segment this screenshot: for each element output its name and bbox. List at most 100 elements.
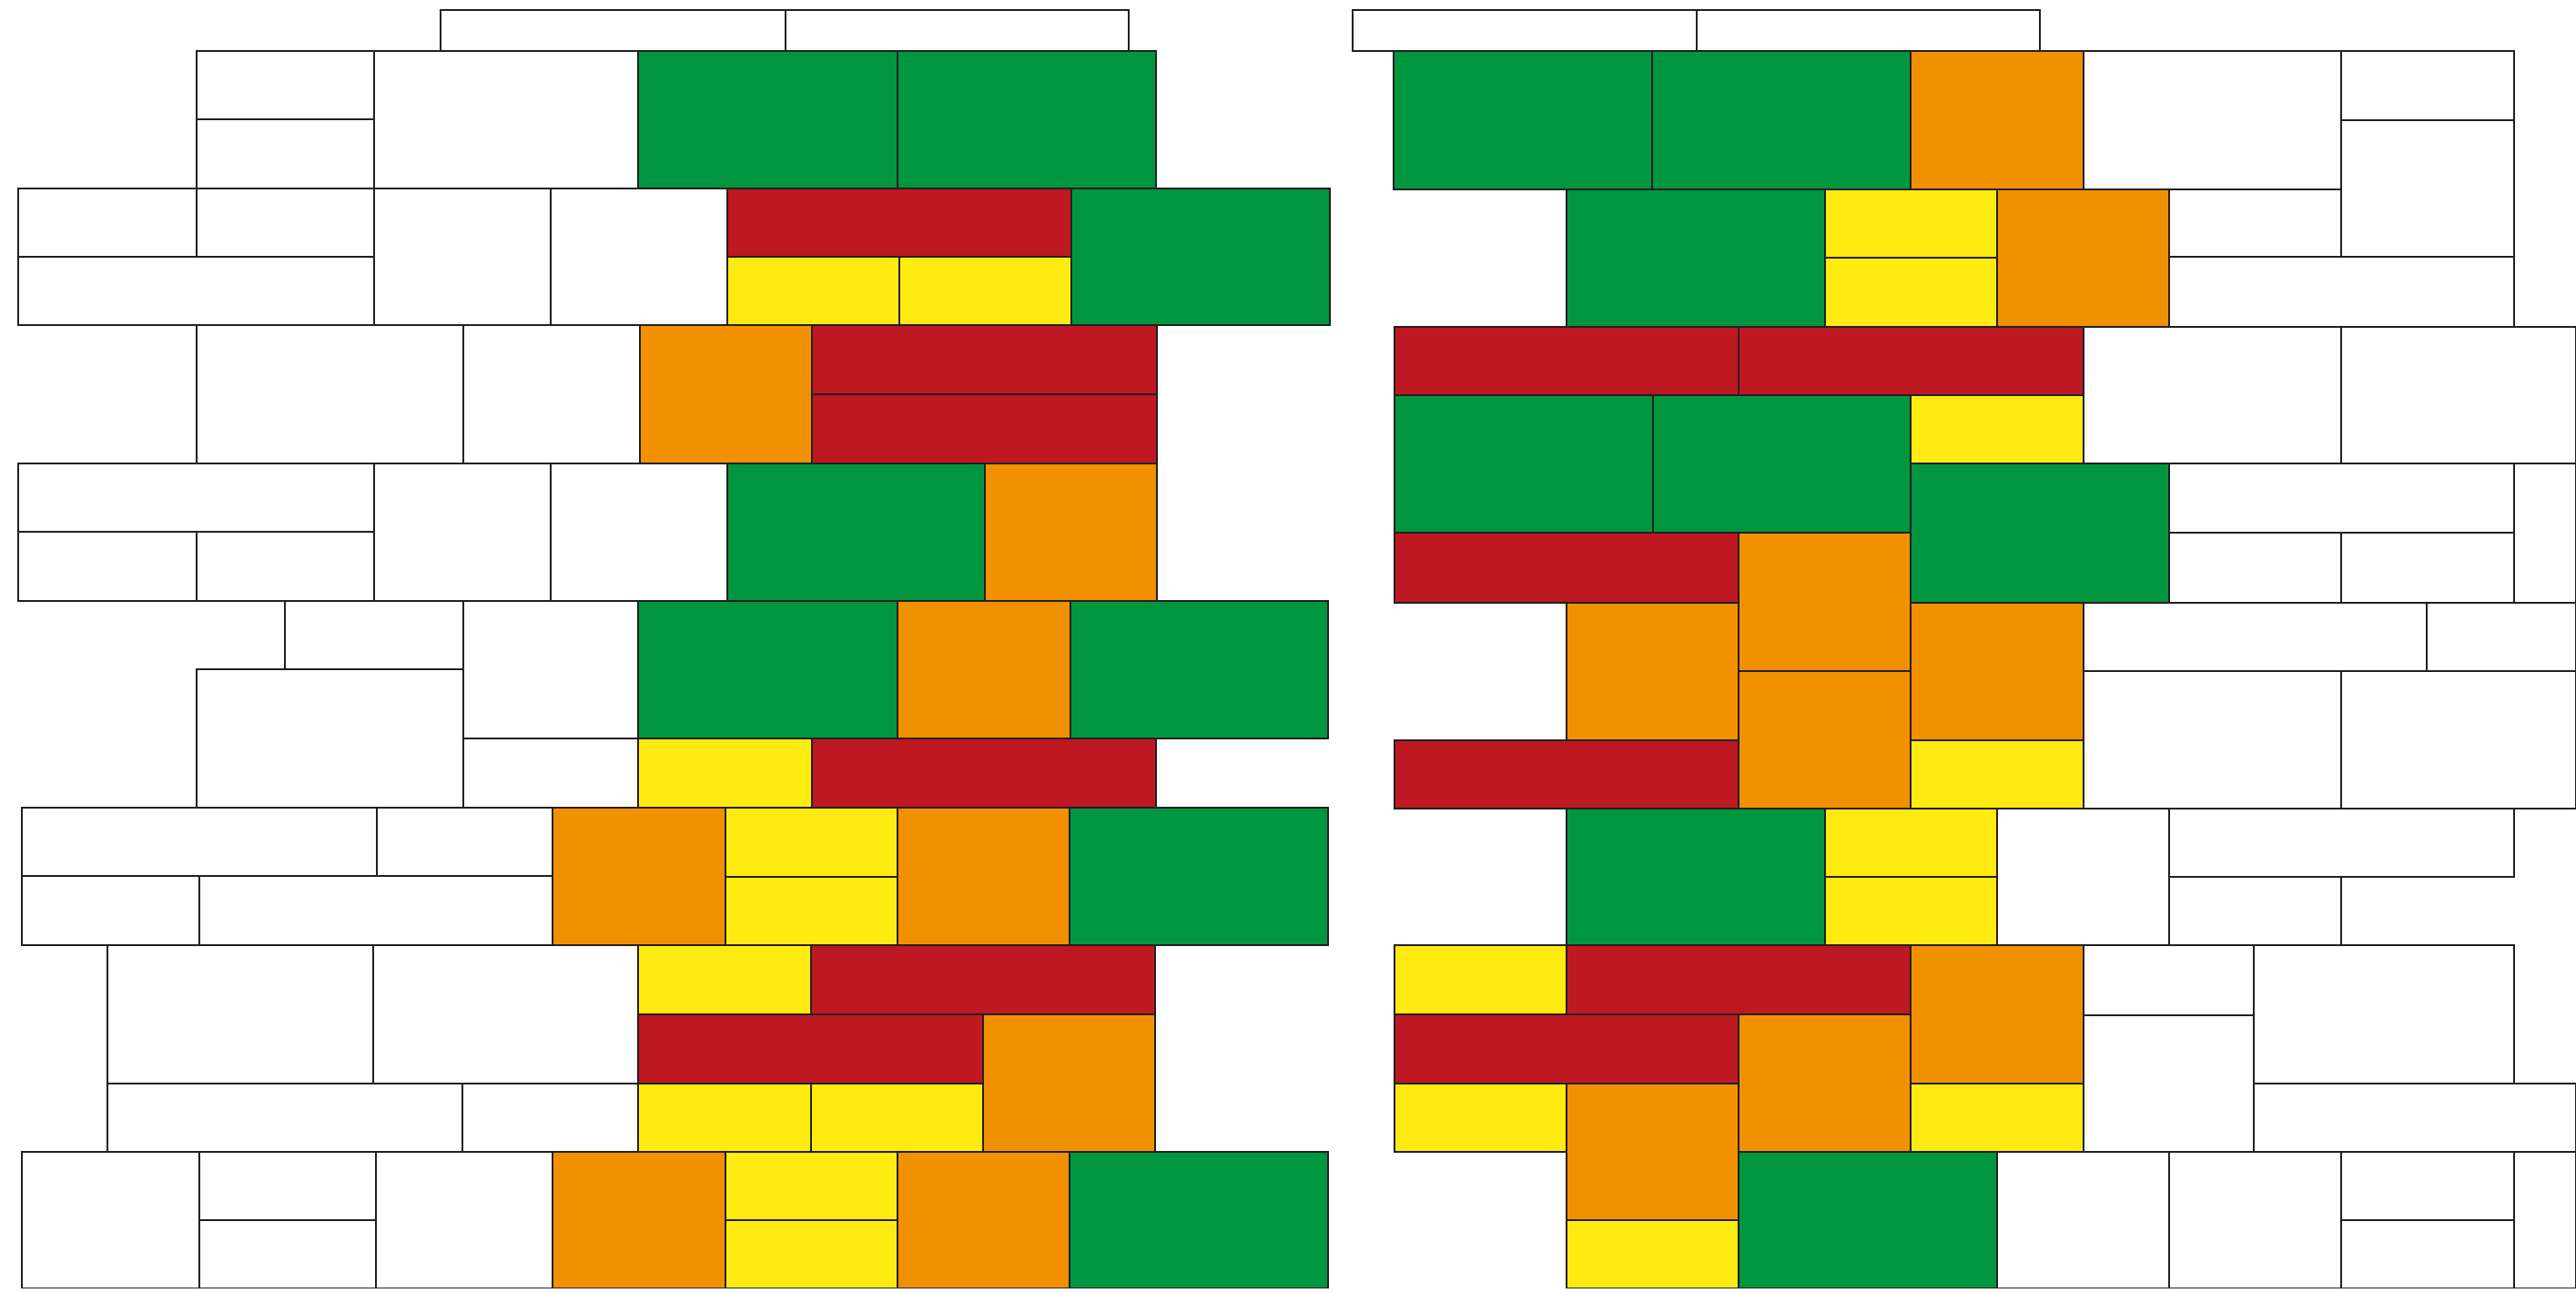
- empty-brick: [2168, 463, 2515, 534]
- empty-brick: [106, 1083, 463, 1153]
- red-brick: [1394, 739, 1739, 809]
- orange-brick: [897, 1151, 1070, 1289]
- empty-brick: [17, 188, 198, 258]
- yellow-brick: [898, 256, 1072, 326]
- empty-brick: [462, 738, 639, 809]
- empty-brick: [2083, 326, 2342, 464]
- empty-brick: [196, 531, 375, 602]
- empty-brick: [2168, 1151, 2342, 1289]
- yellow-brick: [1824, 188, 1998, 259]
- red-brick: [1394, 532, 1739, 604]
- red-brick: [810, 944, 1156, 1015]
- empty-brick: [2340, 670, 2576, 809]
- empty-brick: [376, 807, 553, 877]
- empty-brick: [196, 668, 464, 809]
- empty-brick: [2168, 808, 2515, 878]
- empty-brick: [2340, 532, 2515, 604]
- orange-brick: [1738, 670, 1912, 809]
- yellow-brick: [1566, 1219, 1739, 1289]
- orange-brick: [982, 1013, 1156, 1153]
- empty-brick: [2168, 256, 2515, 328]
- empty-brick: [17, 463, 375, 533]
- empty-brick: [2253, 1083, 2576, 1153]
- empty-brick: [2083, 602, 2428, 672]
- yellow-brick: [1394, 1083, 1567, 1153]
- red-brick: [1394, 326, 1739, 396]
- yellow-brick: [1824, 876, 1998, 946]
- yellow-brick: [810, 1083, 984, 1153]
- red-brick: [1566, 944, 1912, 1015]
- green-brick: [897, 50, 1157, 189]
- empty-brick: [1696, 9, 2041, 52]
- green-brick: [1070, 188, 1331, 326]
- empty-brick: [785, 9, 1130, 52]
- red-brick: [637, 1013, 984, 1084]
- empty-brick: [1996, 1151, 2170, 1289]
- red-brick: [811, 393, 1158, 464]
- empty-brick: [21, 875, 200, 946]
- empty-brick: [2513, 1151, 2576, 1289]
- empty-brick: [2168, 532, 2342, 604]
- yellow-brick: [726, 256, 900, 326]
- red-brick: [811, 738, 1157, 809]
- yellow-brick: [725, 807, 898, 878]
- orange-brick: [897, 600, 1071, 739]
- yellow-brick: [725, 876, 898, 946]
- empty-brick: [21, 807, 378, 877]
- empty-brick: [440, 9, 786, 52]
- orange-brick: [639, 324, 813, 464]
- yellow-brick: [1394, 944, 1567, 1015]
- green-brick: [1393, 50, 1653, 190]
- empty-brick: [375, 1151, 553, 1289]
- orange-brick: [897, 807, 1070, 946]
- empty-brick: [2340, 326, 2576, 464]
- yellow-brick: [1910, 1083, 2084, 1153]
- empty-brick: [2083, 944, 2255, 1016]
- empty-brick: [198, 1219, 377, 1289]
- empty-brick: [196, 50, 375, 120]
- empty-brick: [373, 463, 552, 602]
- green-brick: [726, 463, 986, 602]
- empty-brick: [372, 944, 639, 1084]
- yellow-brick: [1824, 808, 1998, 878]
- orange-brick: [1910, 944, 2084, 1084]
- empty-brick: [461, 1083, 639, 1153]
- empty-brick: [2340, 119, 2515, 258]
- yellow-brick: [637, 1083, 812, 1153]
- red-brick: [1394, 1013, 1739, 1084]
- green-brick: [1738, 1151, 1998, 1289]
- yellow-brick: [637, 944, 812, 1015]
- red-brick: [1738, 326, 2084, 396]
- empty-brick: [373, 50, 639, 189]
- orange-brick: [1566, 602, 1739, 741]
- empty-brick: [17, 531, 198, 602]
- empty-brick: [2340, 1219, 2515, 1289]
- orange-brick: [1996, 188, 2170, 328]
- empty-brick: [550, 463, 728, 602]
- empty-brick: [373, 188, 552, 326]
- empty-brick: [17, 256, 375, 326]
- empty-brick: [198, 875, 553, 946]
- empty-brick: [198, 1151, 377, 1221]
- empty-brick: [21, 1151, 200, 1289]
- empty-brick: [2426, 602, 2576, 672]
- green-brick: [1566, 188, 1826, 328]
- orange-brick: [984, 463, 1158, 602]
- empty-brick: [2168, 188, 2342, 258]
- empty-brick: [1352, 9, 1698, 52]
- empty-brick: [2083, 670, 2342, 809]
- empty-brick: [284, 600, 464, 670]
- orange-brick: [1910, 50, 2084, 190]
- empty-brick: [2513, 463, 2576, 604]
- orange-brick: [1910, 602, 2084, 741]
- green-brick: [1070, 600, 1329, 739]
- orange-brick: [1738, 532, 1912, 672]
- green-brick: [1069, 1151, 1329, 1289]
- yellow-brick: [1824, 257, 1998, 328]
- red-brick: [726, 188, 1072, 258]
- orange-brick: [1566, 1083, 1739, 1221]
- empty-brick: [106, 944, 374, 1084]
- green-brick: [637, 600, 898, 739]
